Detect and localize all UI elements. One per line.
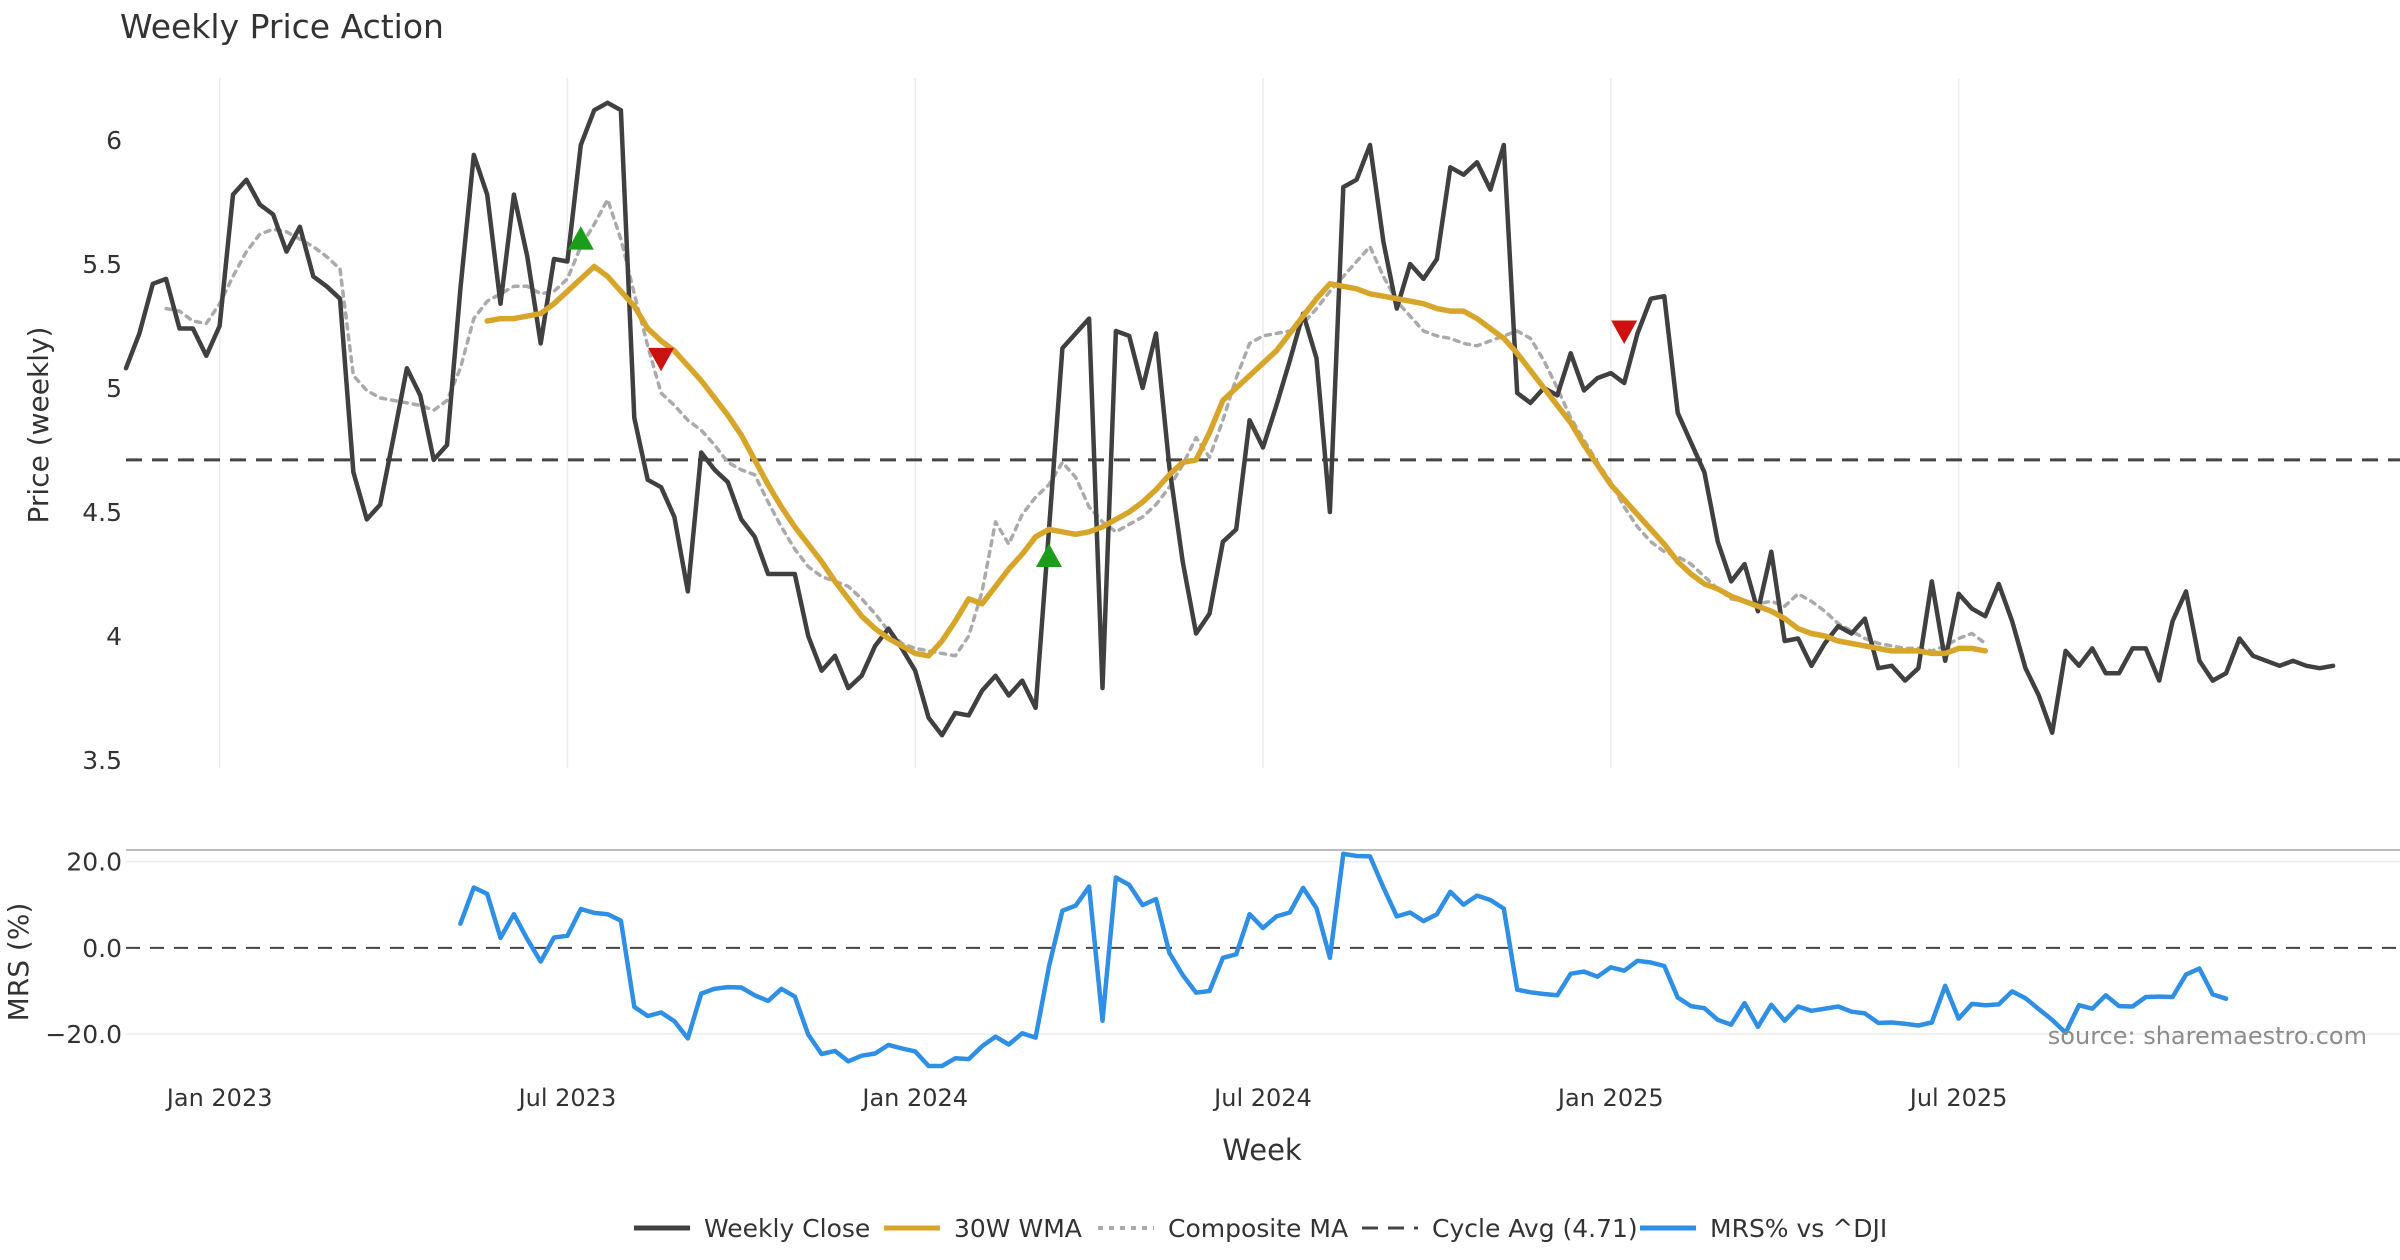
- sell-signal-marker: [1611, 320, 1638, 344]
- x-tick-label: Jan 2024: [860, 1084, 968, 1112]
- legend-label: Cycle Avg (4.71): [1432, 1214, 1638, 1243]
- price-y-axis-ticks: 3.5 4 4.5 5 5.5 6: [82, 126, 122, 775]
- wma-30w-line: [484, 263, 1989, 659]
- price-y-tick-label: 5: [106, 374, 122, 403]
- chart-title: Weekly Price Action: [120, 7, 444, 46]
- price-panel-grid: [218, 78, 1960, 768]
- weekly-close-line: [123, 100, 2336, 738]
- signal-markers: [567, 226, 1638, 568]
- x-tick-label: Jul 2024: [1212, 1084, 1312, 1112]
- buy-signal-marker: [1035, 543, 1062, 568]
- price-y-axis-label: Price (weekly): [22, 327, 55, 524]
- mrs-panel-series: [126, 851, 2400, 1069]
- mrs-y-tick-label: 20.0: [66, 848, 122, 877]
- x-axis-label: Week: [1222, 1133, 1302, 1167]
- x-tick-label: Jul 2025: [1908, 1084, 2008, 1112]
- legend-label: 30W WMA: [954, 1214, 1082, 1243]
- legend-label: Weekly Close: [704, 1214, 870, 1243]
- x-tick-label: Jan 2023: [165, 1084, 273, 1112]
- buy-signal-marker: [567, 226, 594, 250]
- price-y-tick-label: 5.5: [82, 250, 122, 279]
- x-tick-label: Jan 2025: [1556, 1084, 1664, 1112]
- legend: Weekly Close 30W WMA Composite MA Cycle Avg…: [634, 1214, 1887, 1243]
- legend-label: MRS% vs ^DJI: [1710, 1214, 1887, 1243]
- legend-label: Composite MA: [1168, 1214, 1348, 1243]
- price-y-tick-label: 3.5: [82, 746, 122, 775]
- composite-ma-line: [164, 197, 1988, 658]
- price-y-tick-label: 6: [106, 126, 122, 155]
- price-y-tick-label: 4.5: [82, 498, 122, 527]
- source-label: source: sharemaestro.com: [2048, 1022, 2367, 1050]
- mrs-panel-grid: [126, 849, 2400, 1035]
- mrs-y-tick-label: 0.0: [82, 934, 122, 963]
- price-y-tick-label: 4: [106, 622, 122, 651]
- x-tick-label: Jul 2023: [517, 1084, 617, 1112]
- mrs-y-axis-ticks: −20.0 0.0 20.0: [45, 848, 122, 1050]
- x-axis-ticks: Jan 2023 Jul 2023 Jan 2024 Jul 2024 Jan 2025…: [165, 1084, 2008, 1112]
- price-panel-series: [123, 100, 2400, 738]
- mrs-line: [458, 851, 2229, 1069]
- mrs-y-tick-label: −20.0: [45, 1020, 122, 1049]
- mrs-y-axis-label: MRS (%): [2, 903, 35, 1022]
- sell-signal-marker: [648, 347, 675, 372]
